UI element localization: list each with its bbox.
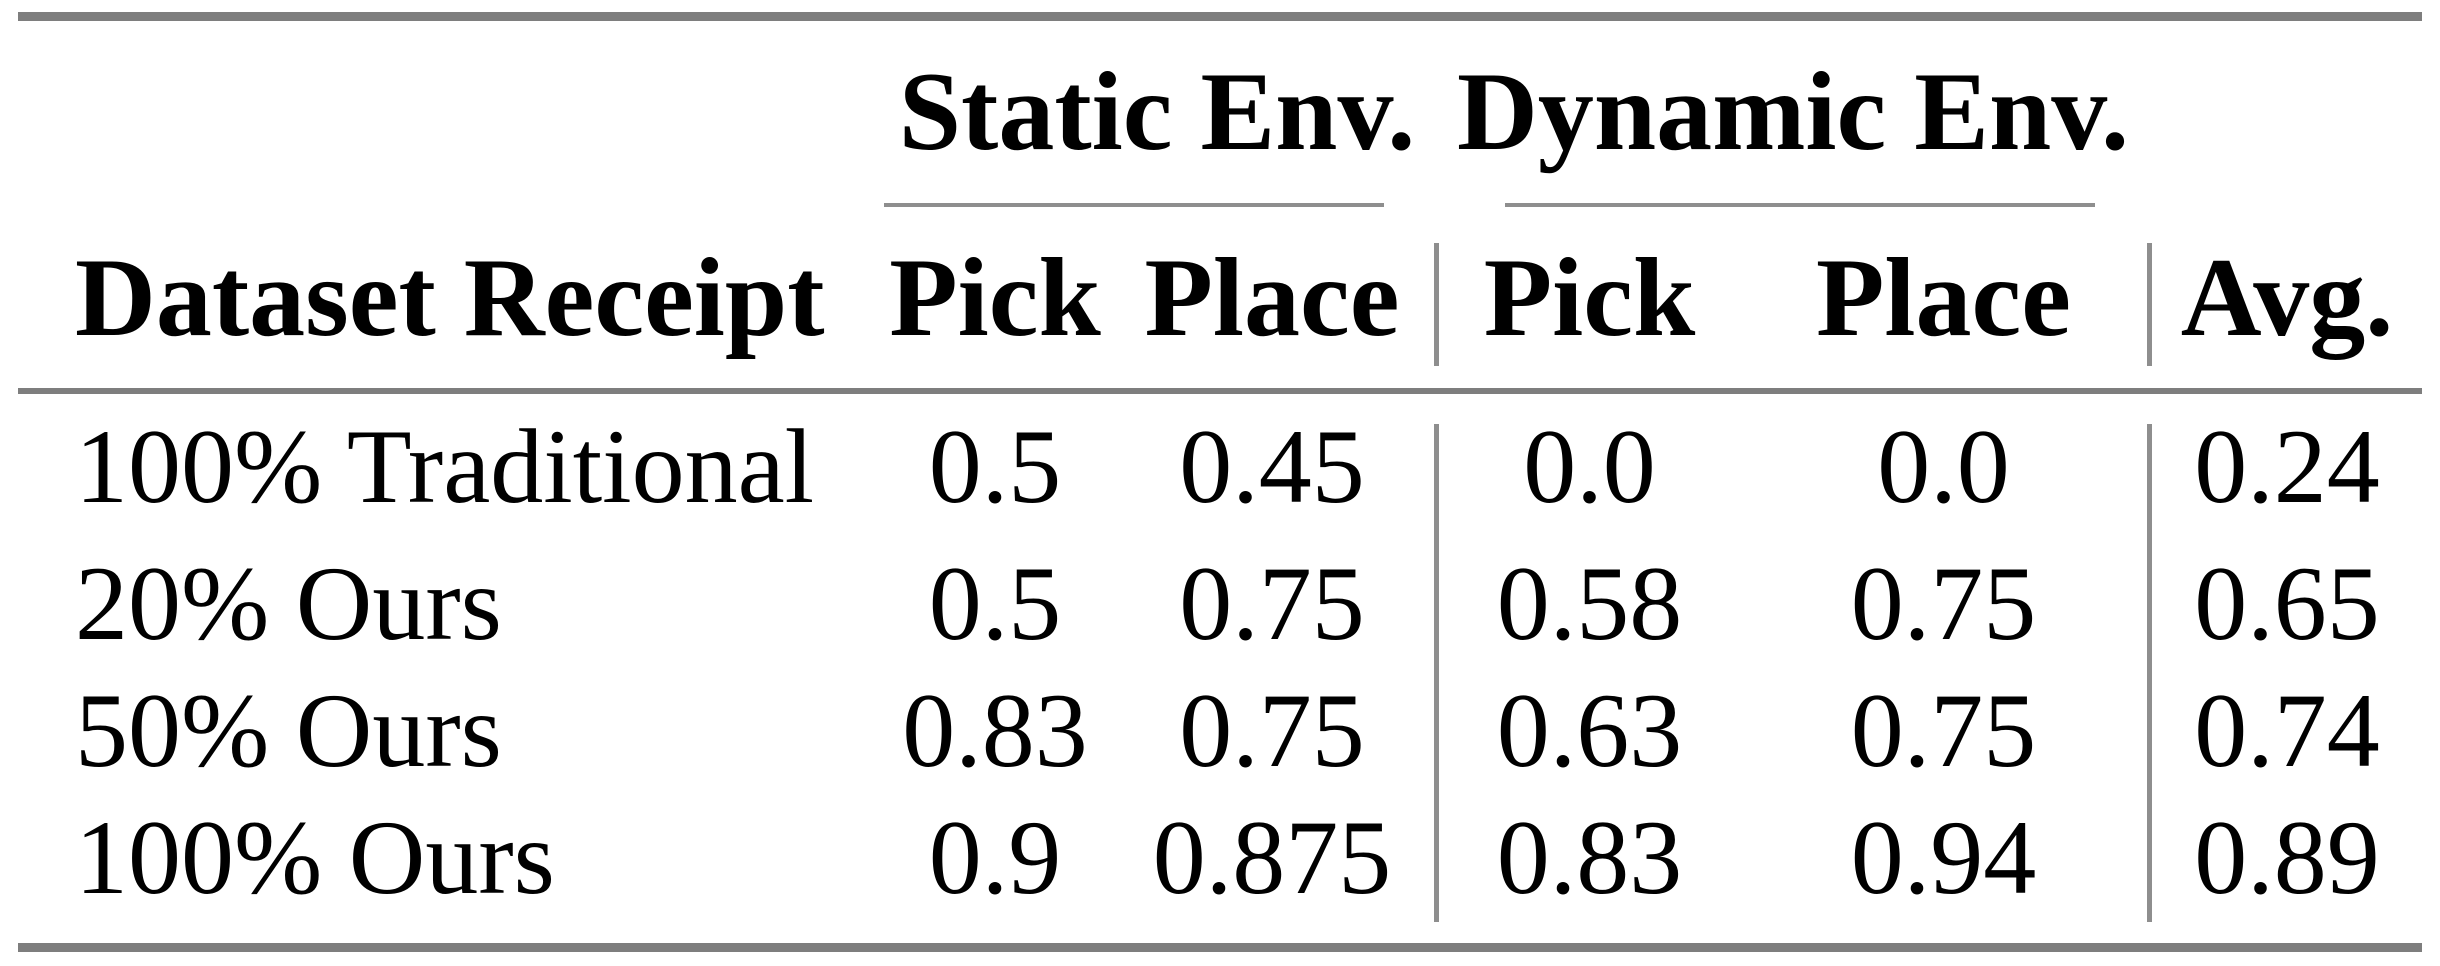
column-header-static-place: Place [1144,235,1400,360]
cell-dynamic-place: 0.94 [1850,799,2037,916]
row-label: 50% Ours [75,671,502,789]
cell-dynamic-pick: 0.0 [1523,408,1656,525]
header-separator-rule [18,388,2422,394]
column-header-dataset-receipt: Dataset Receipt [75,235,825,360]
cell-static-pick: 0.5 [928,544,1062,662]
cell-dynamic-pick: 0.83 [1496,799,1683,916]
cell-static-place: 0.75 [1179,544,1365,662]
cmidrule-static-env [884,203,1384,207]
cell-dynamic-place: 0.75 [1850,671,2037,789]
cell-avg: 0.65 [2194,544,2380,662]
cell-dynamic-place: 0.0 [1877,408,2010,525]
row-label: 100% Traditional [75,408,815,525]
column-header-dynamic-pick: Pick [1483,235,1696,360]
cell-avg: 0.74 [2194,671,2380,789]
cmidrule-dynamic-env [1505,203,2095,207]
column-separator-rule-1-upper [1434,243,1439,366]
cell-static-place: 0.75 [1179,671,1365,789]
table-top-rule [18,12,2422,21]
cell-dynamic-pick: 0.63 [1496,671,1683,789]
column-separator-rule-2-lower [2147,424,2152,922]
table-grid: Static Env. Dynamic Env. Dataset Receipt… [18,21,2422,922]
cell-static-pick: 0.83 [902,671,1088,789]
cell-static-place: 0.45 [1179,408,1365,525]
group-header-dynamic-env: Dynamic Env. [1456,50,2130,174]
cell-avg: 0.24 [2194,408,2380,525]
cell-dynamic-pick: 0.58 [1496,544,1683,662]
column-header-static-pick: Pick [889,235,1101,360]
cell-dynamic-place: 0.75 [1850,544,2037,662]
row-label: 100% Ours [75,799,555,916]
column-header-dynamic-place: Place [1816,235,2071,360]
table-bottom-rule [18,943,2422,952]
column-separator-rule-1-lower [1434,424,1439,922]
cell-static-pick: 0.9 [928,799,1062,916]
row-label: 20% Ours [75,544,502,662]
cell-static-place: 0.875 [1152,799,1392,916]
group-header-static-env: Static Env. [898,50,1416,174]
cell-static-pick: 0.5 [928,408,1062,525]
column-separator-rule-2-upper [2147,243,2152,366]
column-header-avg: Avg. [2180,235,2394,360]
cell-avg: 0.89 [2194,799,2380,916]
